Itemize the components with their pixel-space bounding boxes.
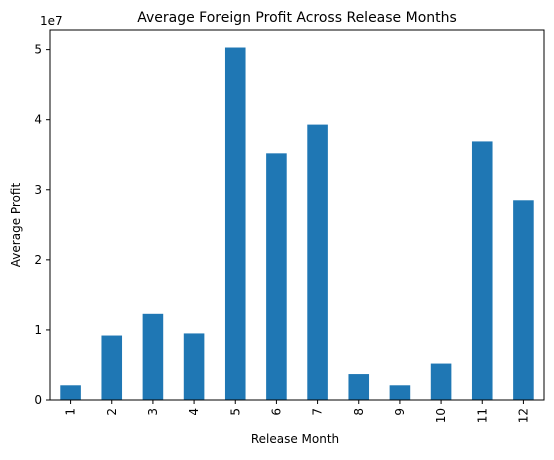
x-tick-label: 11 [475,408,489,423]
x-tick-label: 6 [269,408,283,416]
x-tick-label: 5 [228,408,242,416]
x-tick-label: 1 [64,408,78,416]
y-tick-label: 5 [34,43,42,57]
bar-month-2 [101,335,123,400]
bar-month-1 [60,385,81,400]
bars-group [60,47,534,401]
y-axis-scale-label: 1e7 [40,14,63,28]
x-axis-label: Release Month [251,432,339,446]
chart-title: Average Foreign Profit Across Release Mo… [137,10,457,26]
y-tick-label: 4 [34,113,42,127]
y-axis-label: Average Profit [9,183,23,268]
x-tick-label: 2 [105,408,119,416]
y-tick-label: 0 [34,393,42,407]
bar-month-6 [266,153,287,400]
x-tick-label: 12 [516,408,530,423]
plot-frame [49,29,545,401]
y-tick-label: 1 [34,323,42,337]
bar-month-12 [513,200,534,400]
y-tick-label: 2 [34,253,42,267]
bar-month-4 [183,333,205,400]
x-tick-label: 10 [434,408,448,423]
x-tick-label: 3 [146,408,160,416]
x-tick-label: 7 [311,408,325,416]
x-ticks-group: 1 2 3 4 5 6 7 8 9 10 11 12 [64,400,530,423]
bar-month-5 [224,47,246,400]
y-ticks-group: 0 1 2 3 4 5 [34,43,50,407]
x-tick-label: 4 [187,408,201,416]
bar-month-10 [430,363,452,400]
bar-month-11 [471,141,493,400]
bar-month-9 [389,385,411,400]
bar-month-3 [142,313,164,400]
x-tick-label: 9 [393,408,407,416]
x-tick-label: 8 [352,408,366,416]
bar-month-7 [307,124,328,401]
bar-month-8 [348,374,370,400]
y-tick-label: 3 [34,183,42,197]
